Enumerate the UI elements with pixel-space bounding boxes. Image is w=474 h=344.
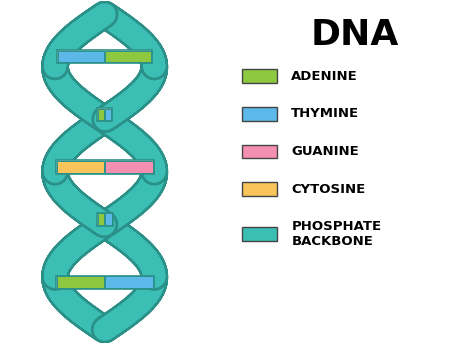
- Text: THYMINE: THYMINE: [292, 107, 359, 120]
- Bar: [242, 227, 277, 240]
- Bar: [105, 161, 153, 173]
- Bar: [242, 144, 277, 158]
- Bar: [56, 277, 104, 288]
- Bar: [105, 277, 153, 288]
- Bar: [55, 276, 154, 289]
- Bar: [105, 213, 112, 225]
- Text: CYTOSINE: CYTOSINE: [292, 183, 365, 196]
- Bar: [97, 108, 112, 121]
- Bar: [242, 107, 277, 121]
- Bar: [58, 51, 104, 62]
- Bar: [105, 51, 151, 62]
- Text: ADENINE: ADENINE: [292, 69, 358, 83]
- Text: DNA: DNA: [311, 18, 399, 52]
- Text: GUANINE: GUANINE: [292, 145, 359, 158]
- Bar: [242, 182, 277, 196]
- Text: PHOSPHATE
BACKBONE: PHOSPHATE BACKBONE: [292, 220, 382, 248]
- Bar: [56, 161, 104, 173]
- Bar: [98, 213, 104, 225]
- Bar: [105, 109, 111, 120]
- Bar: [57, 50, 152, 63]
- Bar: [98, 109, 104, 120]
- Bar: [242, 69, 277, 83]
- Bar: [55, 161, 154, 173]
- Bar: [97, 213, 113, 226]
